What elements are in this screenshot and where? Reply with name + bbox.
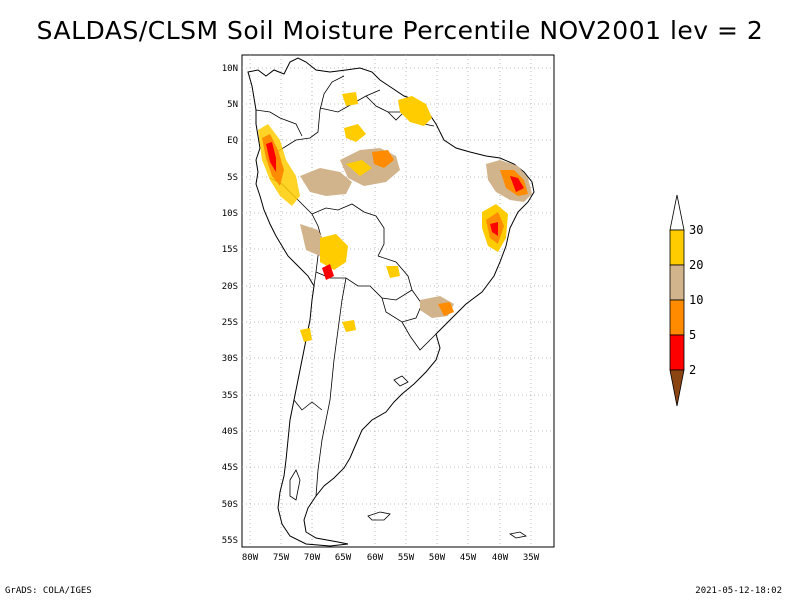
- lat-axis-labels: 10N 5N EQ 5S 10S 15S 20S 25S 30S 35S 40S…: [222, 64, 238, 546]
- lat-label: 5S: [227, 173, 238, 183]
- colorbar-label: 2: [689, 363, 696, 377]
- colorbar-label: 5: [689, 328, 696, 342]
- lat-label: 40S: [222, 427, 238, 437]
- lon-label: 35W: [523, 553, 540, 563]
- lon-label: 75W: [273, 553, 290, 563]
- colorbar-labels: 30 20 10 5 2: [689, 223, 703, 377]
- lat-label: 10N: [222, 64, 238, 74]
- map-title: SALDAS/CLSM Soil Moisture Percentile NOV…: [36, 16, 764, 45]
- lat-label: 25S: [222, 318, 238, 328]
- lon-label: 40W: [492, 553, 509, 563]
- percentile-shading: [258, 92, 532, 342]
- lon-label: 45W: [460, 553, 477, 563]
- lon-label: 50W: [429, 553, 446, 563]
- lat-label: 20S: [222, 282, 238, 292]
- islands: [289, 375, 528, 539]
- colorbar-label: 20: [689, 258, 703, 272]
- lat-label: 5N: [227, 100, 238, 110]
- lat-label: EQ: [227, 136, 238, 146]
- map-frame: [241, 54, 555, 548]
- lon-axis-labels: 80W 75W 70W 65W 60W 55W 50W 45W 40W 35W: [242, 553, 540, 563]
- lat-label: 55S: [222, 536, 238, 546]
- footer-timestamp: 2021-05-12-18:02: [695, 586, 782, 596]
- colorbar-bottom-arrow: [669, 369, 685, 407]
- colorbar-label: 10: [689, 293, 703, 307]
- lon-label: 60W: [367, 553, 384, 563]
- colorbar-band-5: [669, 334, 685, 371]
- footer-credit: GrADS: COLA/IGES: [5, 586, 92, 596]
- lat-label: 35S: [222, 391, 238, 401]
- lat-label: 30S: [222, 354, 238, 364]
- lon-label: 65W: [335, 553, 352, 563]
- lat-label: 10S: [222, 209, 238, 219]
- lat-label: 45S: [222, 463, 238, 473]
- colorbar-band-10: [669, 299, 685, 336]
- lon-label: 70W: [304, 553, 321, 563]
- lat-label: 15S: [222, 245, 238, 255]
- colorbar-band-30: [669, 229, 685, 266]
- lat-label: 50S: [222, 500, 238, 510]
- lon-label: 80W: [242, 553, 259, 563]
- colorbar: [669, 194, 685, 407]
- lon-label: 55W: [398, 553, 415, 563]
- colorbar-top-arrow: [669, 194, 685, 231]
- colorbar-label: 30: [689, 223, 703, 237]
- grid-lines: [242, 55, 554, 547]
- colorbar-band-20: [669, 264, 685, 301]
